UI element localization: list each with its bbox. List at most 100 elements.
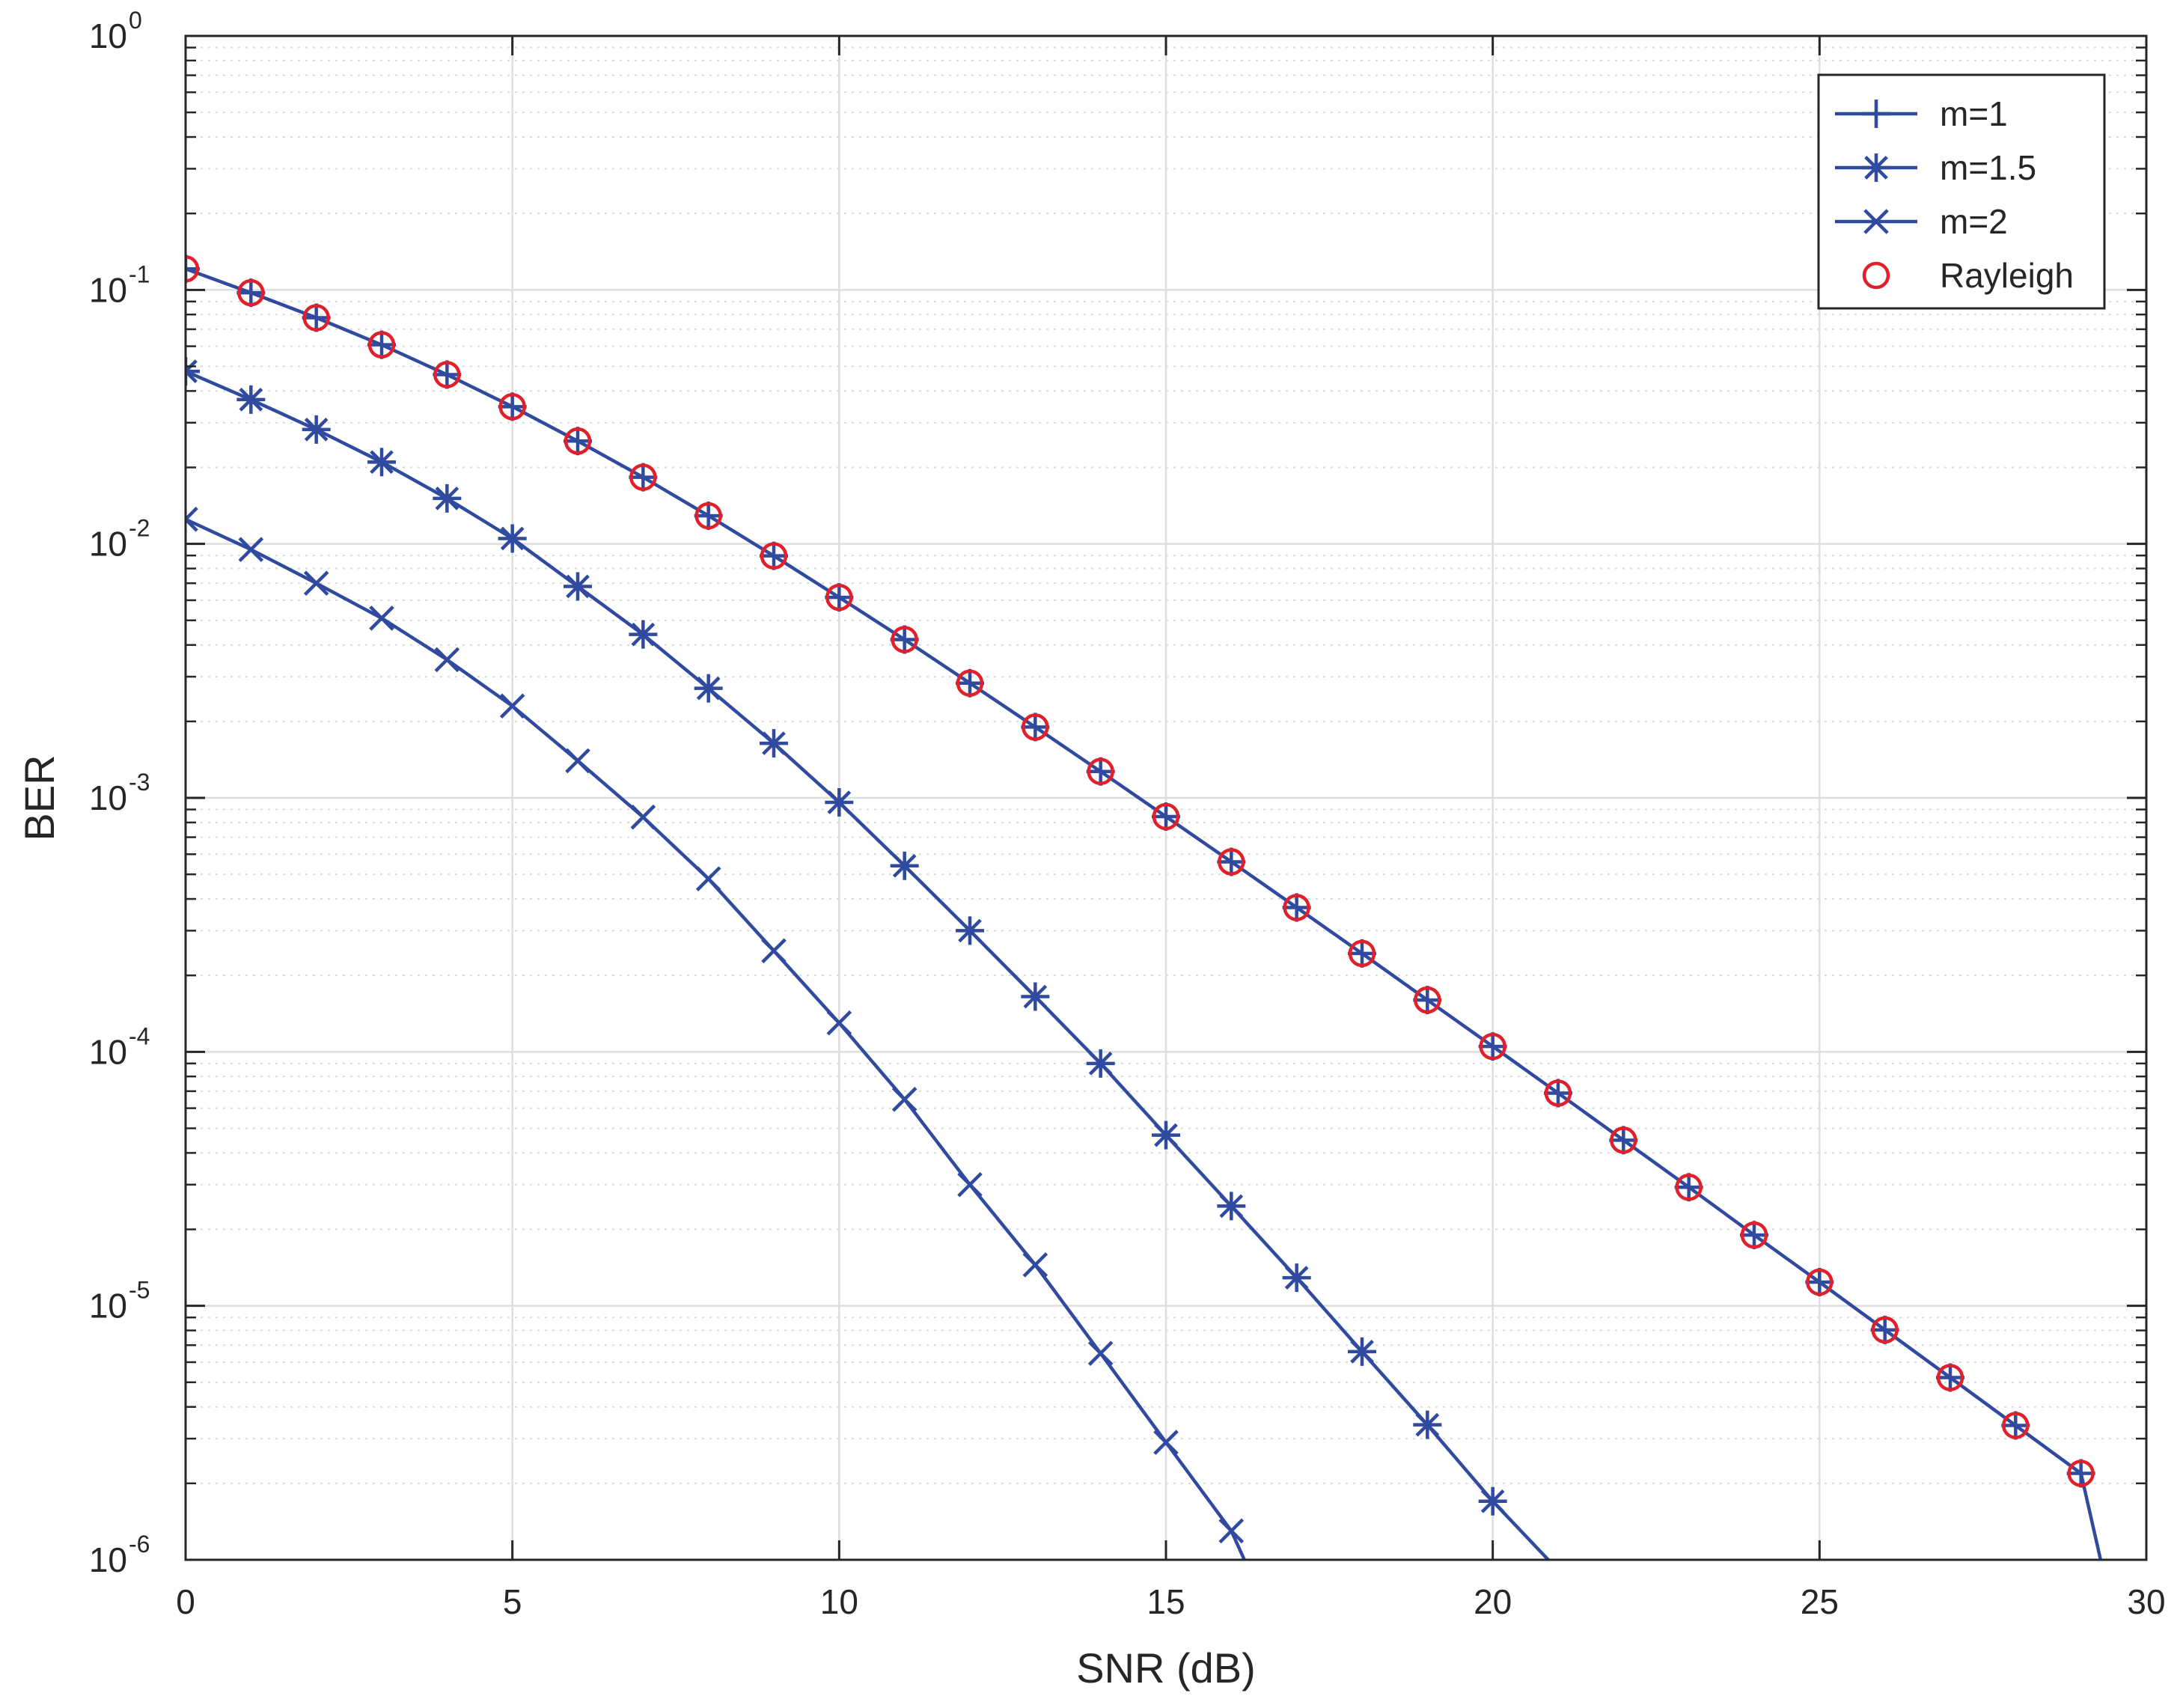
y-tick-label-base: 10 [89,525,127,564]
data-point-rayleigh [1610,1126,1637,1154]
data-point-m-2 [434,647,460,673]
legend-label: Rayleigh [1940,256,2074,295]
data-point-m-1 [367,330,396,359]
y-tick-label: 10 0 [89,7,142,55]
data-point-rayleigh [367,331,396,359]
data-point-m-1-5 [694,674,723,703]
data-point-m-1-5 [1086,1049,1115,1078]
y-axis-label: BER [16,754,63,841]
data-point-m-1 [1217,847,1246,876]
data-point-m-1 [2066,1459,2095,1488]
legend-marker-swatch [1863,209,1889,234]
y-tick-label-base: 10 [89,778,127,817]
data-point-rayleigh [956,669,984,697]
legend-label: m=1.5 [1940,148,2036,187]
data-point-m-1-5 [367,448,396,477]
data-point-m-1 [1544,1079,1572,1108]
y-tick-label-exponent: -6 [129,1531,150,1558]
legend-item-m-2: m=2 [1835,202,2008,241]
data-point-m-1 [1413,986,1442,1015]
y-tick-label-base: 10 [89,270,127,309]
y-tick-label-exponent: -1 [129,260,150,287]
data-point-m-1 [1086,757,1115,786]
data-point-m-1-5 [956,916,984,945]
data-point-m-1 [1805,1267,1834,1296]
data-point-m-2 [186,506,198,532]
y-tick-label: 10 -6 [89,1531,150,1579]
data-point-rayleigh [1871,1316,1899,1344]
data-point-m-1-5 [760,729,788,758]
data-point-m-1 [1478,1032,1507,1061]
data-point-m-1-5 [236,385,266,414]
data-point-m-1-5 [1348,1337,1376,1366]
legend-marker-swatch [1862,261,1890,290]
data-point-m-1 [186,254,200,284]
data-point-rayleigh [564,427,592,455]
data-point-m-1 [2001,1411,2030,1440]
legend-marker-swatch [1862,153,1890,182]
data-point-m-1-5 [1152,1120,1180,1150]
data-point-rayleigh [302,304,330,332]
data-point-m-2 [826,1010,852,1036]
data-point-rayleigh [186,254,200,283]
data-point-m-1-5 [629,620,658,649]
y-tick-label-exponent: -2 [129,515,150,542]
data-point-rayleigh [629,463,657,491]
legend: m=1 m=1.5 m=2 Rayleigh [1817,73,2106,310]
data-point-m-2 [695,866,721,891]
data-point-rayleigh [1544,1079,1572,1107]
data-point-m-2 [1153,1430,1179,1455]
data-point-m-1 [956,668,984,698]
x-tick-label: 30 [2127,1582,2165,1621]
y-tick-label: 10 -2 [89,515,150,564]
data-point-m-1 [1870,1315,1899,1344]
data-point-m-1-5 [890,851,919,880]
data-point-m-1 [890,625,919,654]
series-rayleigh [186,254,2095,1487]
x-tick-labels: 0 5 10 15 20 25 30 [176,1582,2165,1621]
y-tick-label: 10 -1 [89,260,150,309]
data-point-m-1 [1609,1126,1638,1155]
data-point-m-1 [1152,802,1180,831]
data-point-rayleigh [1022,713,1049,741]
data-point-m-1 [760,541,788,570]
series-m-1-5 [186,357,1550,1560]
data-point-m-2 [303,570,329,597]
legend-label: m=1 [1940,94,2008,133]
data-point-m-2 [891,1087,918,1112]
data-point-rayleigh [1936,1364,1964,1391]
data-point-rayleigh [1348,939,1376,968]
y-tick-label: 10 -4 [89,1022,150,1071]
data-point-rayleigh [1414,986,1441,1014]
legend-item-m-1: m=1 [1835,94,2008,133]
data-point-rayleigh [825,583,853,611]
y-tick-label-base: 10 [89,1540,127,1579]
series-layer [186,254,2103,1560]
y-tick-label-base: 10 [89,16,127,55]
data-point-rayleigh [760,542,788,570]
data-point-m-1-5 [1021,982,1050,1011]
data-point-m-1-5 [498,524,527,553]
data-point-m-1 [498,392,527,421]
data-point-rayleigh [237,278,265,307]
data-point-m-1-5 [825,788,854,817]
axis-ticks [184,34,2148,1561]
data-point-rayleigh [1806,1268,1834,1296]
data-point-m-1-5 [302,415,331,444]
legend-marker-swatch [1862,100,1890,128]
data-point-m-2 [369,606,394,631]
data-point-m-2 [761,938,787,964]
data-point-rayleigh [433,361,461,388]
y-tick-label-base: 10 [89,1032,127,1071]
data-point-m-2 [238,537,264,563]
data-point-m-1 [433,360,462,389]
legend-label: m=2 [1940,202,2008,241]
y-tick-label-exponent: -5 [129,1277,150,1304]
data-point-m-1 [825,583,854,612]
y-tick-label-exponent: -4 [129,1022,150,1049]
series-m-2 [186,506,1246,1560]
data-point-m-2 [1022,1252,1048,1278]
x-tick-label: 5 [503,1582,522,1621]
